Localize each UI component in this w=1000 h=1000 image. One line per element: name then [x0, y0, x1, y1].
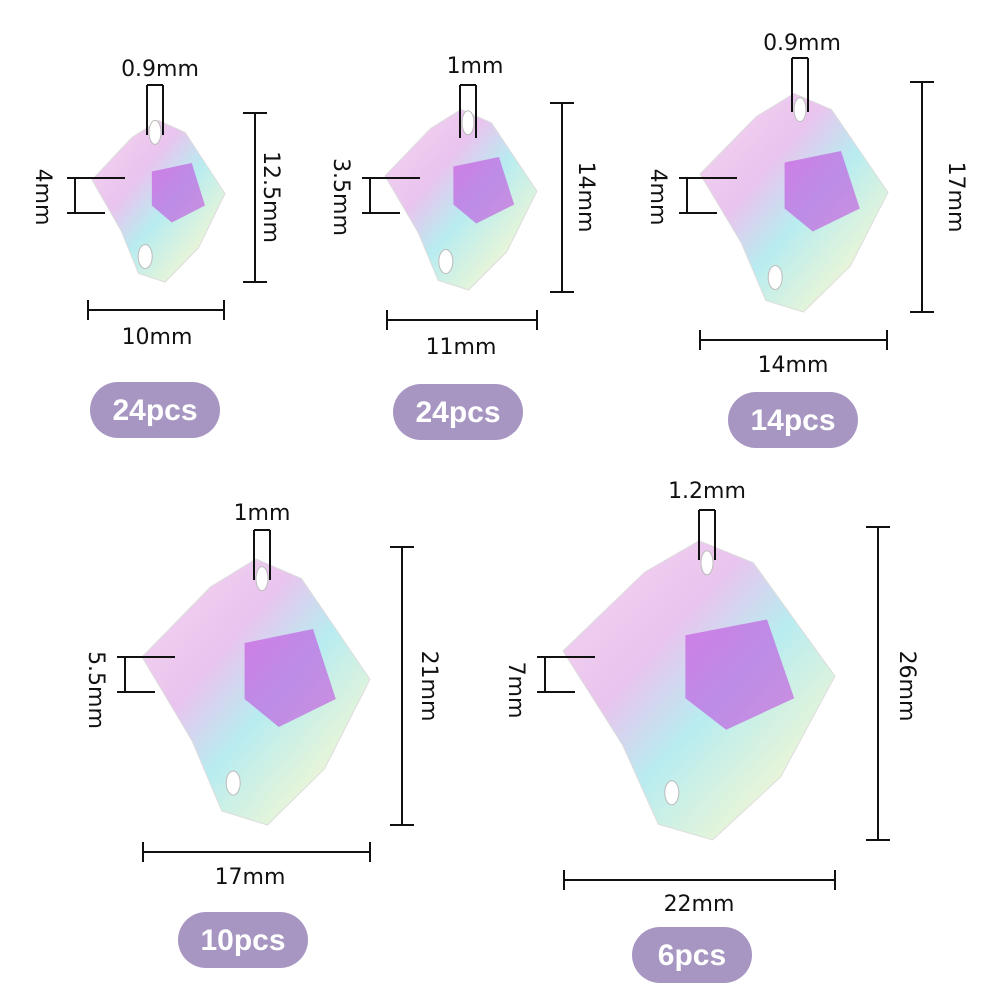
- width-label: 17mm: [215, 865, 286, 890]
- count-pill: [632, 927, 752, 983]
- gem-facet: [784, 151, 860, 232]
- hole-label: 0.9mm: [121, 57, 199, 82]
- width-label: 11mm: [426, 335, 497, 360]
- count-label: 24pcs: [112, 394, 197, 427]
- count-pill: [178, 912, 308, 968]
- gem-facet: [244, 629, 336, 727]
- count-pill: [728, 392, 858, 448]
- gem-facet: [453, 157, 515, 224]
- side-label: 5.5mm: [83, 651, 108, 729]
- count-label: 24pcs: [415, 396, 500, 429]
- height-label: 17mm: [943, 162, 968, 233]
- count-pill: [90, 382, 220, 438]
- hole: [767, 265, 783, 290]
- hole: [664, 780, 680, 806]
- height-label: 21mm: [416, 651, 441, 722]
- height-label: 12.5mm: [258, 151, 283, 243]
- side-label: 7mm: [503, 662, 528, 719]
- side-label: 4mm: [30, 169, 55, 226]
- width-label: 22mm: [664, 892, 735, 917]
- hole: [438, 249, 454, 274]
- hole-label: 0.9mm: [763, 31, 841, 56]
- count-label: 10pcs: [200, 924, 285, 957]
- hole: [225, 770, 241, 796]
- gem-facet: [151, 163, 206, 223]
- width-label: 14mm: [758, 353, 829, 378]
- count-label: 6pcs: [658, 939, 726, 972]
- hole-label: 1mm: [234, 501, 291, 526]
- side-label: 4mm: [645, 169, 670, 226]
- count-pill: [393, 384, 523, 440]
- side-label: 3.5mm: [328, 158, 353, 236]
- height-label: 26mm: [894, 651, 919, 722]
- hole: [461, 110, 475, 136]
- hole-label: 1.2mm: [668, 479, 746, 504]
- height-label: 14mm: [573, 162, 598, 233]
- hole: [793, 97, 807, 123]
- hole-label: 1mm: [447, 54, 504, 79]
- hole: [700, 550, 714, 576]
- hole: [148, 119, 162, 145]
- width-label: 10mm: [122, 325, 193, 350]
- hole: [137, 244, 153, 269]
- count-label: 14pcs: [750, 404, 835, 437]
- hole: [255, 566, 269, 592]
- gem-facet: [685, 619, 795, 730]
